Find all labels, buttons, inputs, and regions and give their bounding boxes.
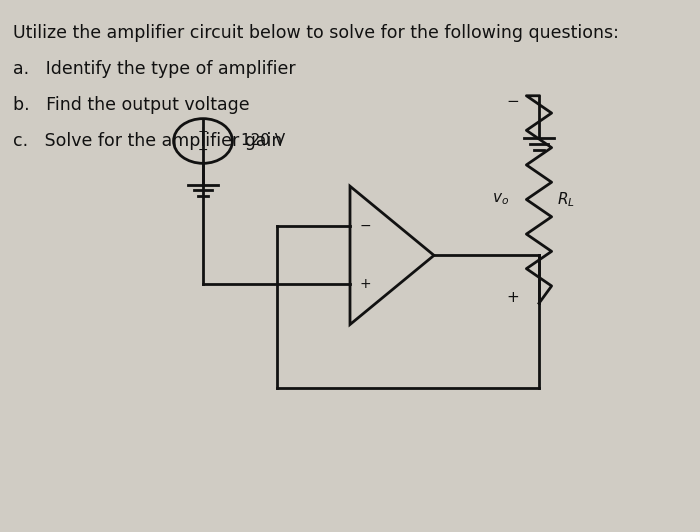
Text: Utilize the amplifier circuit below to solve for the following questions:: Utilize the amplifier circuit below to s…	[13, 24, 619, 42]
Text: −: −	[359, 219, 371, 234]
Text: +: +	[197, 125, 209, 138]
Text: c.   Solve for the amplifier gain: c. Solve for the amplifier gain	[13, 132, 282, 151]
Text: 120 V: 120 V	[241, 134, 285, 148]
Text: +: +	[359, 277, 371, 292]
Text: −: −	[506, 94, 519, 109]
Text: $R_L$: $R_L$	[556, 190, 575, 209]
Text: b.   Find the output voltage: b. Find the output voltage	[13, 96, 249, 114]
Text: +: +	[506, 290, 519, 305]
Text: $v_o$: $v_o$	[492, 192, 509, 207]
Text: a.   Identify the type of amplifier: a. Identify the type of amplifier	[13, 60, 295, 78]
Text: −: −	[197, 144, 209, 157]
